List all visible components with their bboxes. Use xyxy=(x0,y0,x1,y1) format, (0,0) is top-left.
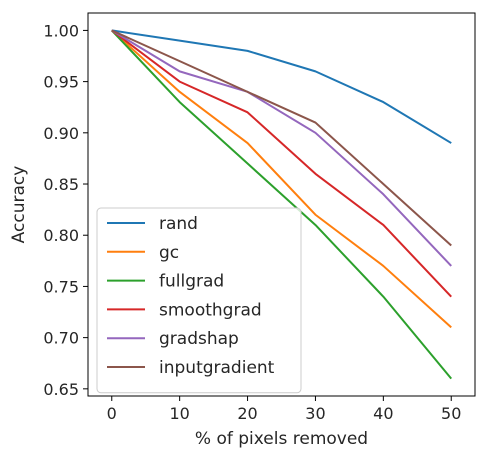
x-tick-label: 0 xyxy=(107,404,117,423)
legend-label-gc: gc xyxy=(159,243,179,263)
series-line-rand xyxy=(111,29,452,144)
series-lines xyxy=(111,29,453,380)
y-tick-label: 1.00 xyxy=(43,21,79,40)
x-tick-label: 20 xyxy=(237,404,257,423)
y-tick-label: 0.90 xyxy=(43,124,79,143)
legend-label-gradshap: gradshap xyxy=(159,329,239,349)
x-axis-ticks: 0 10 20 30 40 50 xyxy=(107,396,461,423)
y-tick-label: 0.95 xyxy=(43,73,79,92)
legend: rand gc fullgrad smoothgrad gradshap inputgra… xyxy=(96,207,302,394)
x-tick-label: 10 xyxy=(169,404,189,423)
series-line-smoothgrad xyxy=(111,29,452,298)
legend-label-rand: rand xyxy=(159,214,198,234)
series-line-gradshap xyxy=(111,29,452,267)
legend-label-inputgradient: inputgradient xyxy=(159,358,275,378)
series-line-gc xyxy=(111,29,452,329)
y-tick-label: 0.75 xyxy=(43,277,79,296)
y-tick-label: 0.65 xyxy=(43,380,79,399)
y-axis-label: Accuracy xyxy=(9,166,29,244)
legend-box xyxy=(96,207,302,394)
plot-frame xyxy=(87,12,476,397)
y-tick-label: 0.85 xyxy=(43,175,79,194)
series-line-fullgrad xyxy=(111,29,453,380)
x-tick-label: 50 xyxy=(441,404,461,423)
series-line-inputgradient xyxy=(111,29,452,247)
x-tick-label: 40 xyxy=(373,404,393,423)
legend-label-smoothgrad: smoothgrad xyxy=(159,300,262,320)
y-tick-label: 0.70 xyxy=(43,329,79,348)
y-tick-label: 0.80 xyxy=(43,226,79,245)
y-axis-ticks: 0.65 0.70 0.75 0.80 0.85 0.90 0.95 1.00 xyxy=(43,21,88,399)
x-axis-label: % of pixels removed xyxy=(195,429,368,449)
legend-label-fullgrad: fullgrad xyxy=(159,272,224,292)
x-tick-label: 30 xyxy=(305,404,325,423)
